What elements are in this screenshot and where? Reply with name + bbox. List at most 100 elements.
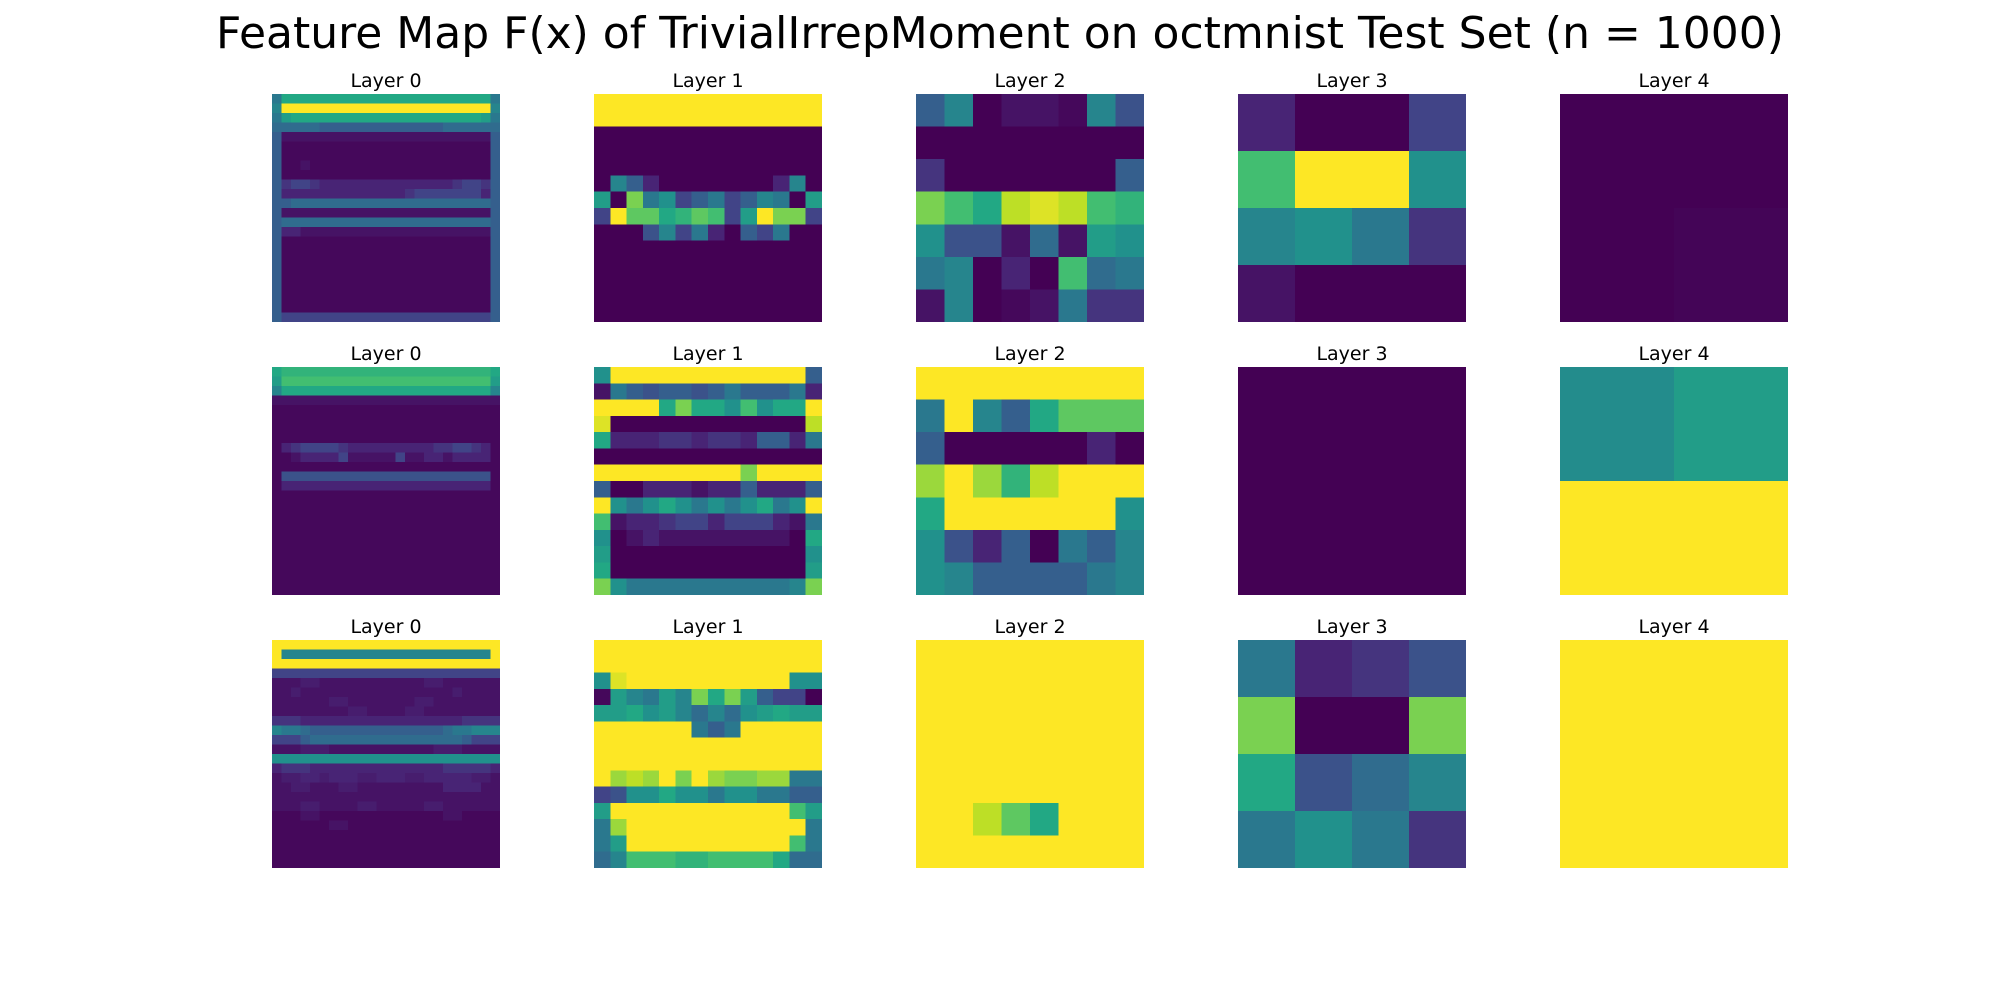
heatmap-cell	[490, 576, 500, 586]
heatmap-cell	[642, 399, 660, 417]
heatmap-cell	[443, 801, 453, 812]
heatmap-cell	[452, 312, 463, 322]
heatmap-cell	[281, 452, 292, 463]
heatmap-cell	[642, 786, 660, 804]
heatmap-cell	[691, 578, 709, 595]
heatmap-cell	[367, 113, 377, 123]
heatmap-cell	[376, 293, 387, 304]
heatmap-cell	[1295, 481, 1353, 539]
heatmap-cell	[490, 160, 500, 171]
heatmap-cell	[471, 490, 482, 501]
heatmap-cell	[675, 208, 693, 225]
heatmap-cell	[1087, 497, 1116, 531]
heatmap-cell	[338, 716, 349, 726]
heatmap-cell	[376, 217, 387, 228]
heatmap-cell	[1001, 256, 1031, 290]
heatmap-cell	[490, 481, 500, 491]
heatmap-cell	[376, 782, 387, 793]
heatmap-cell	[1058, 737, 1088, 771]
heatmap-cell	[1087, 126, 1116, 160]
heatmap-cell	[1058, 562, 1088, 595]
heatmap-cell	[756, 399, 774, 417]
heatmap-cell	[452, 557, 463, 567]
heatmap-cell	[452, 151, 463, 161]
heatmap-cell	[452, 236, 463, 247]
heatmap-cell	[675, 464, 693, 482]
heatmap-cell	[329, 405, 339, 415]
heatmap-cell	[973, 191, 1002, 225]
heatmap-cell	[386, 528, 396, 539]
heatmap-cell	[610, 126, 628, 144]
heatmap-cell	[1001, 126, 1031, 160]
heatmap-cell	[773, 256, 790, 274]
heatmap-cell	[386, 227, 396, 237]
heatmap-cell	[338, 659, 349, 669]
heatmap-cell	[916, 640, 945, 674]
heatmap-cell	[386, 452, 396, 463]
heatmap-cell	[708, 754, 725, 771]
heatmap-cell	[626, 546, 644, 563]
heatmap-cell	[300, 293, 311, 304]
heatmap-cell	[740, 126, 758, 144]
heatmap-cell	[300, 640, 311, 650]
heatmap-cell	[642, 448, 660, 466]
heatmap-cell	[300, 792, 311, 802]
heatmap-cell	[338, 640, 349, 650]
heatmap-cell	[740, 786, 758, 804]
heatmap-cell	[789, 240, 807, 258]
heatmap-cell	[414, 443, 425, 453]
heatmap-cell	[367, 217, 377, 228]
heatmap-cell	[386, 566, 396, 577]
heatmap-cell	[724, 656, 742, 674]
heatmap-cell	[740, 289, 758, 307]
heatmap-cell	[789, 464, 807, 482]
heatmap-cell	[471, 452, 482, 463]
heatmap-cell	[414, 246, 425, 256]
heatmap-cell	[357, 274, 368, 285]
heatmap-cell	[452, 725, 463, 736]
heatmap-cell	[756, 705, 774, 722]
heatmap-cell	[338, 744, 349, 755]
heatmap-cell	[395, 716, 406, 726]
heatmap-cell	[789, 672, 807, 690]
heatmap-cell	[386, 255, 396, 266]
heatmap-cell	[310, 576, 320, 586]
heatmap-cell	[452, 811, 463, 821]
heatmap-cell	[944, 835, 974, 868]
heatmap-cell	[319, 227, 330, 237]
heatmap-cell	[642, 464, 660, 482]
heatmap-cell	[395, 113, 406, 123]
heatmap-cell	[300, 376, 311, 387]
heatmap-cell	[329, 801, 339, 812]
heatmap-cell	[357, 433, 368, 444]
heatmap-cell	[405, 640, 415, 650]
heatmap-cell	[405, 462, 415, 472]
heatmap-cell	[310, 274, 320, 285]
heatmap-cell	[659, 208, 676, 225]
heatmap-cell	[319, 265, 330, 275]
heatmap-cell	[414, 433, 425, 444]
heatmap-cell	[944, 289, 974, 322]
heatmap-cell	[319, 820, 330, 831]
heatmap-cell	[319, 547, 330, 558]
heatmap-cell	[272, 103, 282, 114]
heatmap-cell	[291, 697, 301, 707]
heatmap-cell	[414, 414, 425, 425]
heatmap-cell	[433, 255, 444, 266]
heatmap-cell	[414, 576, 425, 586]
heatmap-cell	[414, 754, 425, 764]
heatmap-cell	[1001, 770, 1031, 804]
heatmap-cell	[443, 236, 453, 247]
heatmap-cell	[386, 519, 396, 529]
heatmap-cell	[414, 858, 425, 868]
heatmap-cell	[1115, 640, 1144, 674]
heatmap-cell	[291, 293, 301, 304]
heatmap-cell	[367, 122, 377, 133]
heatmap-cell	[272, 367, 282, 377]
heatmap-cell	[1087, 672, 1116, 706]
heatmap-cell	[300, 490, 311, 501]
heatmap-cell	[481, 792, 491, 802]
heatmap-cell	[433, 697, 444, 707]
heatmap-cell	[1409, 811, 1466, 868]
heatmap-cell	[789, 175, 807, 193]
